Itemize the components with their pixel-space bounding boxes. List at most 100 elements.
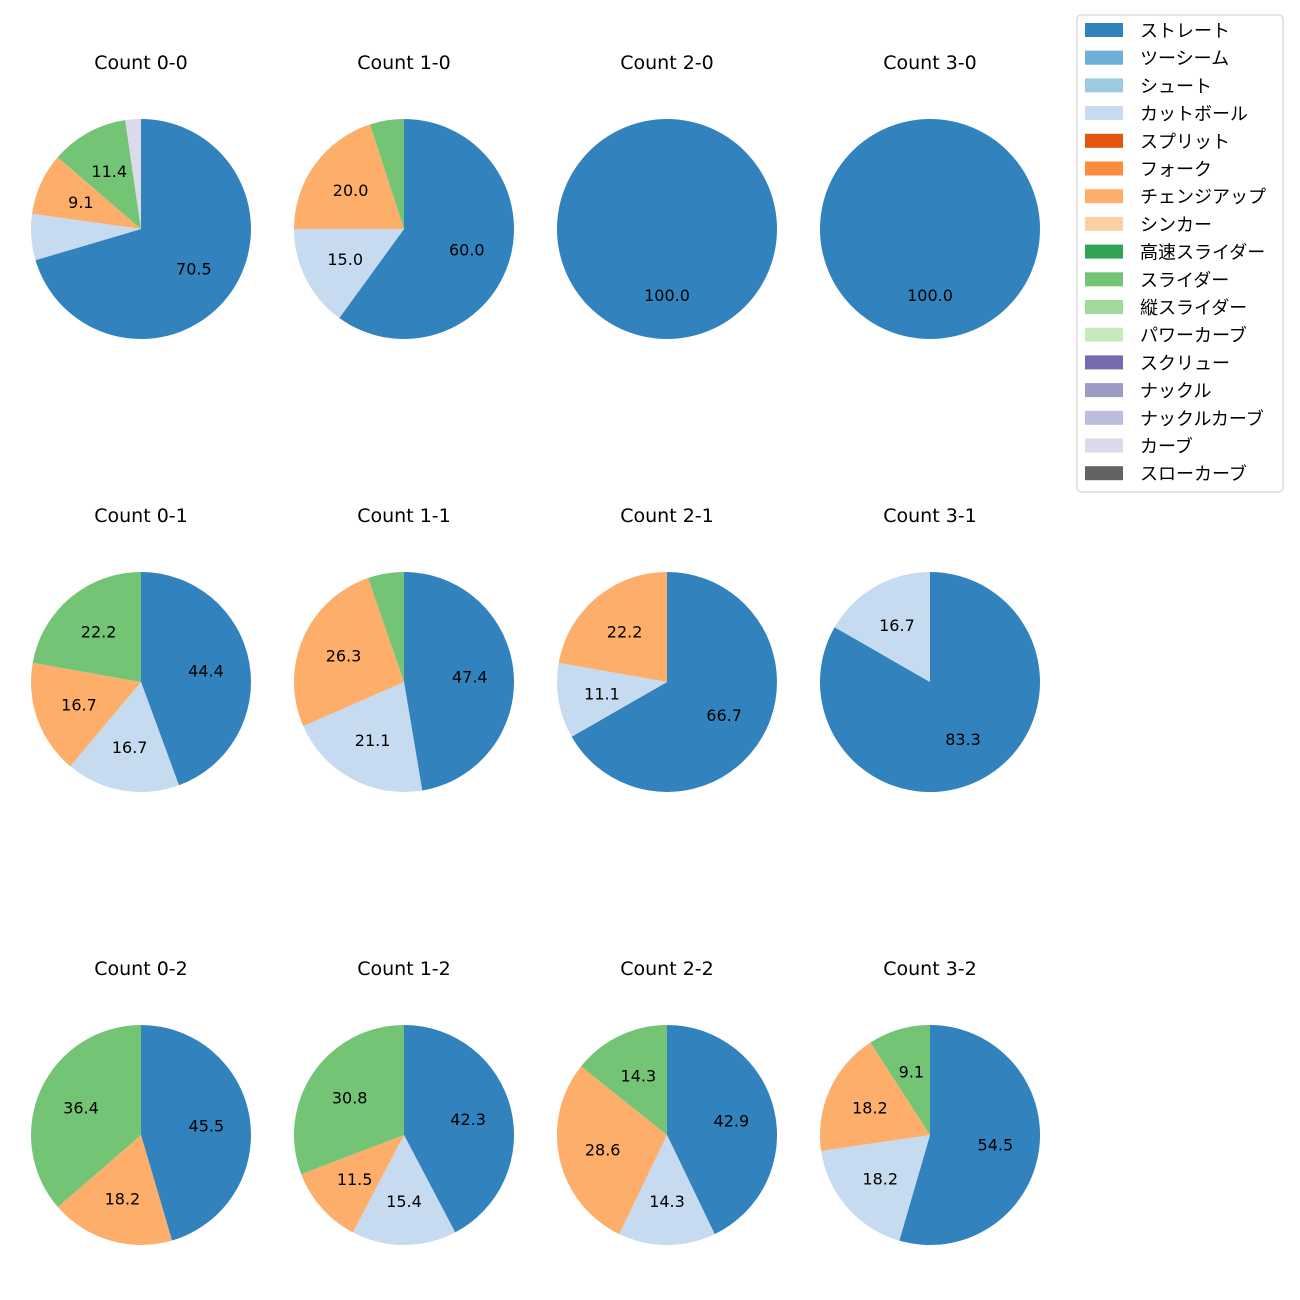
- pie-7: Count 2-1 66.7 11.1 22.2: [557, 505, 777, 792]
- pie-5: Count 0-1 44.4 16.7 16.7 22.2: [31, 505, 251, 792]
- pie-title: Count 1-0: [357, 52, 451, 74]
- slice-label: 54.5: [978, 1135, 1014, 1154]
- pie-12: Count 3-2 54.5 18.2 18.2 9.1: [820, 958, 1041, 1246]
- legend-entry: カーブ: [1085, 436, 1193, 458]
- slice-label: 70.5: [176, 260, 212, 279]
- legend-label: ナックルカーブ: [1140, 408, 1264, 430]
- pie-slice: [571, 572, 777, 792]
- slice-label: 11.1: [584, 684, 620, 703]
- slice-label: 9.1: [899, 1063, 924, 1082]
- legend-swatch: [1085, 244, 1123, 259]
- legend-entry: ナックル: [1085, 381, 1211, 402]
- pie-title: Count 0-1: [94, 505, 188, 527]
- pie-slice: [558, 572, 667, 682]
- legend-label: シンカー: [1140, 215, 1212, 236]
- slice-label: 16.7: [112, 738, 148, 757]
- legend-label: スローカーブ: [1140, 463, 1247, 485]
- legend-swatch: [1085, 23, 1123, 37]
- slice-label: 9.1: [68, 193, 93, 212]
- pie-slice: [619, 1135, 715, 1246]
- legend-swatch: [1085, 383, 1123, 398]
- pie-slice: [303, 682, 423, 792]
- legend-entry: 縦スライダー: [1085, 298, 1247, 319]
- pie-slice: [557, 1066, 667, 1235]
- pie-slice: [581, 1025, 667, 1135]
- legend-entry: チェンジアップ: [1085, 187, 1266, 208]
- pie-slice: [125, 119, 141, 229]
- pie-slice: [404, 1025, 515, 1233]
- pie-8: Count 3-1 83.3 16.7: [819, 505, 1040, 792]
- pie-10: Count 1-2 42.3 15.4 11.5 30.8: [293, 958, 515, 1246]
- slice-label: 21.1: [355, 731, 391, 750]
- legend-label: ツーシーム: [1140, 49, 1229, 70]
- pie-slice: [141, 572, 251, 786]
- pie-slice: [404, 572, 514, 791]
- slice-label: 83.3: [945, 730, 981, 749]
- pie-slice: [294, 578, 404, 727]
- pie-slice: [899, 1025, 1041, 1246]
- slice-label: 66.7: [706, 706, 742, 725]
- pie-title: Count 3-2: [883, 958, 977, 980]
- slice-label: 18.2: [852, 1099, 888, 1118]
- legend-label: スクリュー: [1140, 353, 1230, 374]
- pie-title: Count 1-1: [357, 505, 451, 527]
- slice-label: 47.4: [452, 668, 488, 687]
- slice-label: 60.0: [449, 240, 485, 259]
- legend-entry: フォーク: [1085, 160, 1212, 181]
- pie-slice: [301, 1135, 404, 1233]
- pie-slice: [30, 213, 141, 261]
- slice-label: 42.3: [450, 1110, 486, 1129]
- slice-label: 22.2: [81, 622, 117, 641]
- slice-label: 42.9: [714, 1111, 750, 1130]
- legend-label: ストレート: [1140, 21, 1230, 42]
- slice-label: 44.4: [188, 661, 224, 680]
- legend-label: パワーカーブ: [1140, 325, 1247, 347]
- pie-slice: [141, 1025, 251, 1241]
- slice-label: 30.8: [332, 1089, 368, 1108]
- slice-label: 100.0: [644, 286, 690, 305]
- slice-label: 15.4: [386, 1192, 422, 1211]
- legend-swatch: [1085, 50, 1123, 65]
- pie-slice: [32, 157, 141, 229]
- slice-label: 20.0: [333, 181, 369, 200]
- pie-slice: [820, 119, 1040, 339]
- pie-slice: [557, 662, 667, 737]
- legend-entry: ストレート: [1085, 21, 1230, 42]
- slice-label: 45.5: [189, 1117, 225, 1136]
- legend-entry: カットボール: [1085, 104, 1248, 125]
- pie-title: Count 0-2: [94, 958, 188, 980]
- pie-1: Count 0-0 70.5 9.1 11.4: [30, 52, 251, 339]
- legend-entry: シンカー: [1085, 215, 1212, 236]
- slice-label: 15.0: [327, 250, 363, 269]
- pie-slice: [352, 1135, 456, 1246]
- slice-label: 26.3: [326, 647, 362, 666]
- legend-swatch: [1085, 272, 1123, 287]
- legend-swatch: [1085, 300, 1123, 314]
- slice-label: 18.2: [105, 1189, 141, 1208]
- pie-title: Count 2-1: [620, 505, 714, 527]
- pie-title: Count 1-2: [357, 958, 451, 980]
- pie-slice: [32, 572, 142, 682]
- legend-swatch: [1085, 327, 1123, 342]
- pie-title: Count 3-1: [883, 505, 977, 527]
- legend-swatch: [1085, 216, 1123, 231]
- pie-slice: [834, 572, 930, 682]
- pie-title: Count 3-0: [883, 52, 977, 74]
- legend-label: フォーク: [1140, 160, 1212, 181]
- legend-swatch: [1085, 189, 1123, 204]
- pie-slice: [57, 120, 141, 229]
- pie-title: Count 0-0: [94, 52, 188, 74]
- slice-label: 14.3: [621, 1067, 657, 1086]
- legend-swatch: [1085, 161, 1123, 176]
- pie-9: Count 0-2 45.5 18.2 36.4: [31, 958, 251, 1245]
- legend-entry: ナックルカーブ: [1085, 408, 1264, 430]
- slice-label: 16.7: [61, 696, 97, 715]
- slice-label: 11.4: [91, 162, 127, 181]
- legend-entry: スローカーブ: [1085, 463, 1247, 485]
- legend-entry: スクリュー: [1085, 353, 1230, 374]
- legend-entry: 高速スライダー: [1085, 243, 1265, 264]
- legend-swatch: [1085, 106, 1123, 121]
- legend-swatch: [1085, 410, 1123, 425]
- pie-slice: [294, 229, 404, 318]
- slice-label: 100.0: [907, 286, 953, 305]
